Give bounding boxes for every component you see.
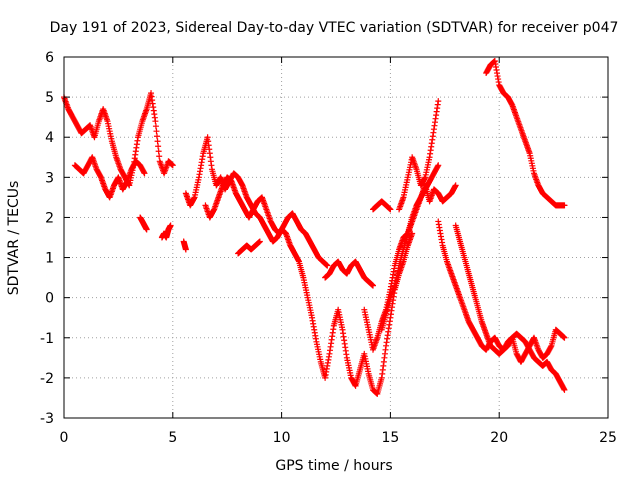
series-track-l [396,98,442,213]
data-point [452,182,459,189]
y-tick-label: 2 [45,210,54,226]
data-point [141,170,148,177]
data-point [154,133,161,140]
y-tick-label: -3 [40,411,54,427]
data-point [561,386,568,393]
data-point [152,118,159,125]
series-track-o [452,222,568,393]
y-tick-label: 5 [45,90,54,106]
data-point [561,202,568,209]
data-point [143,226,150,233]
data-point [154,138,161,145]
x-tick-label: 0 [60,430,69,446]
y-axis-label: SDTVAR / TECUs [6,181,22,296]
data-point [369,282,376,289]
data-point [155,143,162,150]
series-track-c [137,214,150,233]
series-track-f [182,134,416,397]
x-tick-label: 5 [168,430,177,446]
data-point [435,162,442,169]
data-point [561,334,568,341]
data-point [152,123,159,130]
y-tick-label: -2 [40,371,54,387]
series-track-h [235,238,263,257]
x-tick-label: 15 [381,430,399,446]
data-point [387,206,394,213]
series-track-m [378,162,442,333]
x-tick-label: 20 [490,430,508,446]
y-tick-label: 6 [45,50,54,66]
x-tick-labels: 0 5 10 15 20 25 [60,430,617,446]
gridlines [64,57,608,418]
x-tick-label: 10 [273,430,291,446]
series-track-k [369,198,394,213]
y-tick-label: 4 [45,130,54,146]
data-point [169,162,176,169]
chart-title: Day 191 of 2023, Sidereal Day-to-day VTE… [50,20,619,36]
series-track-n [435,218,568,365]
data-point [153,128,160,135]
x-axis-label: GPS time / hours [275,458,392,474]
x-tick-label: 25 [599,430,617,446]
data-point [324,262,331,269]
y-tick-label: 3 [45,170,54,186]
series-track-d [158,222,174,241]
series-track-i [322,258,376,289]
series-track-g [202,174,331,269]
data-point [435,98,442,105]
data-point [155,148,162,155]
data-point [256,238,263,245]
data-point [167,222,174,229]
y-tick-labels: -3 -2 -1 0 1 2 3 4 5 6 [40,50,54,427]
y-tick-label: 1 [45,251,54,267]
axis-ticks [63,56,609,419]
data-point [182,246,189,253]
series-track-p [483,58,568,209]
data-point [156,153,163,160]
y-tick-label: -1 [40,331,54,347]
series-track-e [180,238,189,253]
series-track-a [61,90,176,189]
data-points [61,58,568,397]
y-tick-label: 0 [45,291,54,307]
plot-frame [63,56,609,419]
series-track-b [71,154,148,201]
